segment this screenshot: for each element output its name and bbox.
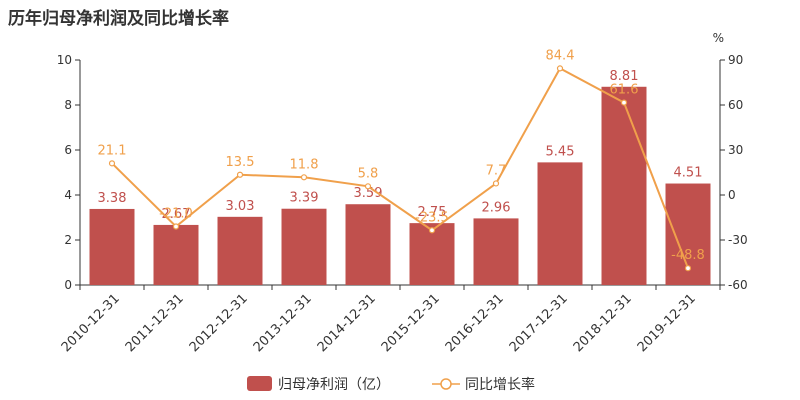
bar xyxy=(153,224,199,285)
bar xyxy=(409,223,455,285)
x-tick-label: 2014-12-31 xyxy=(315,291,379,355)
line-point xyxy=(236,171,244,178)
left-tick-label: 0 xyxy=(64,278,72,292)
right-tick-label: 60 xyxy=(728,98,743,112)
left-tick-label: 2 xyxy=(64,233,72,247)
x-tick-label: 2017-12-31 xyxy=(507,291,571,355)
line-point xyxy=(684,265,692,272)
bar-value-label: 8.81 xyxy=(610,69,639,84)
line-value-label: -48.8 xyxy=(671,248,705,263)
left-tick-label: 6 xyxy=(64,143,72,157)
line-point xyxy=(556,65,564,72)
line-value-label: 13.5 xyxy=(226,155,255,170)
left-tick-label: 8 xyxy=(64,98,72,112)
line-value-label: 7.7 xyxy=(486,163,507,178)
right-axis-unit: % xyxy=(713,31,724,45)
bar xyxy=(601,86,647,286)
line-value-label: 5.8 xyxy=(358,166,379,181)
line-value-label: 21.1 xyxy=(98,143,127,158)
bar xyxy=(473,218,519,285)
bar xyxy=(281,208,327,285)
left-tick-label: 4 xyxy=(64,188,72,202)
right-tick-label: -60 xyxy=(728,278,748,292)
bar-value-label: 3.59 xyxy=(354,186,383,201)
x-tick-label: 2016-12-31 xyxy=(443,291,507,355)
line-point xyxy=(172,223,180,230)
x-tick-label: 2018-12-31 xyxy=(571,291,635,355)
line-point xyxy=(428,227,436,234)
bar-value-label: 2.75 xyxy=(418,205,447,220)
line-point xyxy=(364,183,372,190)
legend-line-marker xyxy=(440,378,452,390)
bar xyxy=(89,208,135,285)
x-tick-label: 2011-12-31 xyxy=(123,291,187,355)
right-tick-label: -30 xyxy=(728,233,748,247)
line-point xyxy=(300,174,308,181)
right-tick-label: 30 xyxy=(728,143,743,157)
x-tick-label: 2012-12-31 xyxy=(187,291,251,355)
x-tick-label: 2015-12-31 xyxy=(379,291,443,355)
bar-value-label: 3.03 xyxy=(226,199,255,214)
line-value-label: 61.6 xyxy=(610,83,639,98)
x-tick-label: 2013-12-31 xyxy=(251,291,315,355)
bar-value-label: 4.51 xyxy=(674,166,703,181)
line-point xyxy=(492,180,500,187)
bar-value-label: 3.39 xyxy=(290,191,319,206)
legend-bar-swatch xyxy=(247,376,272,391)
chart-title: 历年归母净利润及同比增长率 xyxy=(8,9,229,29)
legend-line-label: 同比增长率 xyxy=(465,376,535,393)
line-value-label: 84.4 xyxy=(546,48,575,63)
left-tick-label: 10 xyxy=(57,53,72,67)
bar xyxy=(537,162,583,285)
legend-bar-label: 归母净利润（亿） xyxy=(278,376,390,393)
x-tick-label: 2010-12-31 xyxy=(59,291,123,355)
line-point xyxy=(620,99,628,106)
bar-value-label: 2.96 xyxy=(482,200,511,215)
line-value-label: -23.5 xyxy=(415,210,449,225)
bar xyxy=(217,216,263,285)
right-tick-label: 0 xyxy=(728,188,736,202)
x-tick-label: 2019-12-31 xyxy=(635,291,699,355)
line-point xyxy=(108,160,116,167)
growth-line xyxy=(111,67,689,269)
line-value-label: 11.8 xyxy=(290,157,319,172)
line-value-label: -21.0 xyxy=(159,207,193,222)
right-tick-label: 90 xyxy=(728,53,743,67)
bar xyxy=(345,204,391,285)
bar-value-label: 5.45 xyxy=(546,144,575,159)
bar-value-label: 3.38 xyxy=(98,191,127,206)
